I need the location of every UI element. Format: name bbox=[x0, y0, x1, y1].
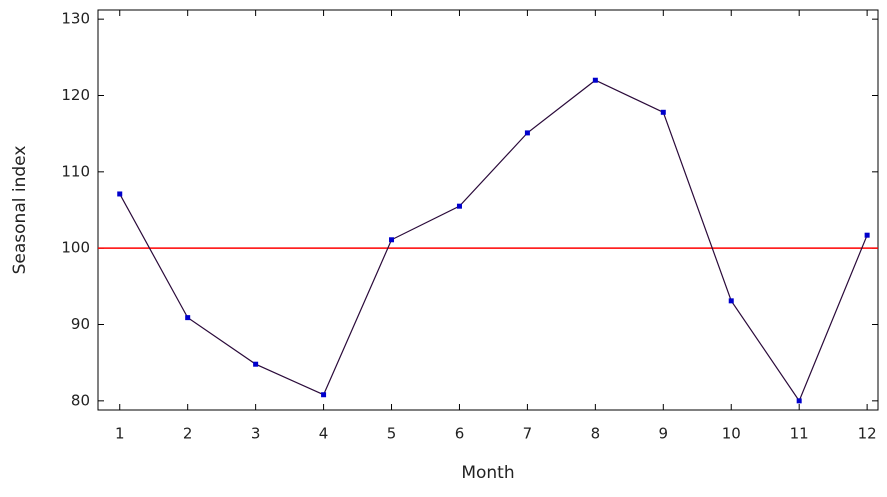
point bbox=[796, 398, 802, 404]
series-line bbox=[119, 79, 868, 403]
x-tick-label: 12 bbox=[858, 425, 877, 443]
point bbox=[389, 237, 395, 243]
x-tick-label: 3 bbox=[251, 425, 261, 443]
x-tick-label: 2 bbox=[183, 425, 193, 443]
x-tick-label: 8 bbox=[591, 425, 601, 443]
x-tick-label: 6 bbox=[455, 425, 465, 443]
point bbox=[253, 361, 259, 367]
point bbox=[864, 232, 870, 238]
x-axis-label: Month bbox=[461, 463, 514, 483]
y-tick-label: 130 bbox=[61, 10, 90, 28]
x-tick-label: 5 bbox=[387, 425, 397, 443]
x-tick-label: 7 bbox=[523, 425, 533, 443]
point bbox=[728, 298, 734, 304]
y-tick-label: 100 bbox=[61, 239, 90, 257]
point bbox=[321, 392, 327, 398]
plot-frame bbox=[97, 9, 879, 411]
point bbox=[592, 77, 598, 83]
point bbox=[456, 203, 462, 209]
point bbox=[660, 109, 666, 115]
y-tick-label: 80 bbox=[71, 391, 90, 409]
point bbox=[524, 130, 530, 136]
point bbox=[117, 191, 123, 197]
y-tick-label: 120 bbox=[61, 86, 90, 104]
point bbox=[185, 315, 191, 321]
y-tick-label: 110 bbox=[61, 162, 90, 180]
x-tick-label: 11 bbox=[790, 425, 809, 443]
y-axis-label: Seasonal index bbox=[10, 146, 30, 275]
x-tick-label: 1 bbox=[115, 425, 125, 443]
x-tick-label: 9 bbox=[659, 425, 669, 443]
x-tick-label: 4 bbox=[319, 425, 329, 443]
y-tick-label: 90 bbox=[71, 315, 90, 333]
x-tick-label: 10 bbox=[722, 425, 741, 443]
